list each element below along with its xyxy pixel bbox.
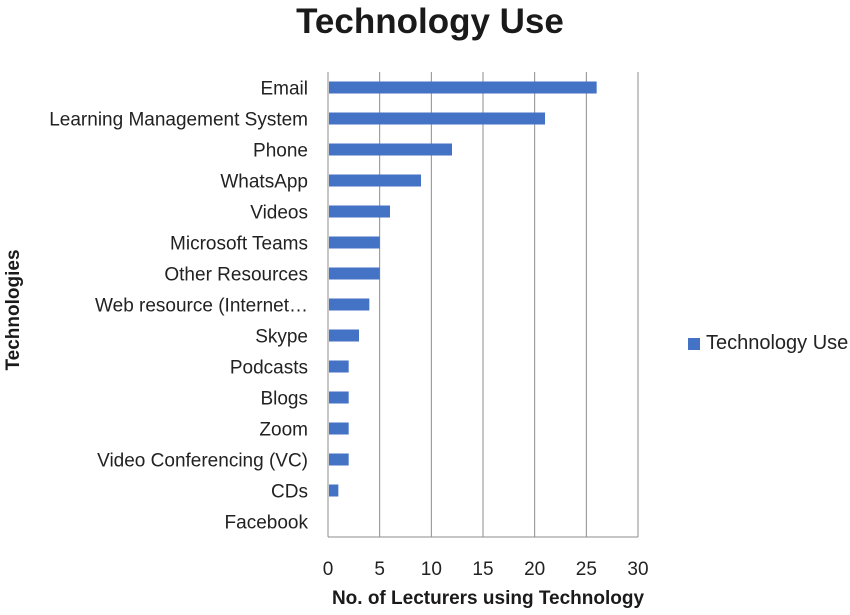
x-tick-label: 25 bbox=[576, 559, 597, 580]
legend: Technology Use bbox=[688, 332, 848, 355]
bar bbox=[329, 360, 349, 373]
category-label: CDs bbox=[271, 482, 308, 503]
bar bbox=[329, 422, 349, 435]
x-tick-label: 5 bbox=[374, 559, 385, 580]
bar bbox=[329, 298, 370, 311]
bar bbox=[329, 267, 380, 280]
legend-swatch bbox=[688, 337, 700, 350]
category-label: Blogs bbox=[260, 389, 308, 410]
category-label: Skype bbox=[255, 327, 308, 348]
category-label: Web resource (Internet… bbox=[95, 296, 308, 317]
legend-label: Technology Use bbox=[706, 332, 849, 354]
category-label: Microsoft Teams bbox=[170, 234, 308, 255]
bar bbox=[329, 205, 390, 218]
bar bbox=[329, 143, 452, 156]
category-label: Video Conferencing (VC) bbox=[97, 451, 308, 472]
bar bbox=[329, 236, 380, 249]
category-label: Podcasts bbox=[230, 358, 308, 379]
x-tick-label: 20 bbox=[524, 559, 545, 580]
category-label: Zoom bbox=[259, 420, 308, 441]
bar bbox=[329, 391, 349, 404]
category-label: Learning Management System bbox=[49, 110, 308, 131]
x-tick-label: 0 bbox=[323, 559, 334, 580]
bar bbox=[329, 81, 597, 94]
bar bbox=[329, 453, 349, 466]
bar bbox=[329, 112, 545, 125]
bar bbox=[329, 484, 339, 497]
x-tick-label: 10 bbox=[421, 559, 442, 580]
category-label: Email bbox=[260, 79, 308, 100]
category-label: Phone bbox=[253, 141, 308, 162]
x-tick-label: 30 bbox=[627, 559, 648, 580]
bar bbox=[329, 329, 359, 342]
bar bbox=[329, 174, 421, 187]
chart-title: Technology Use bbox=[296, 2, 564, 41]
category-label: Videos bbox=[250, 203, 308, 224]
x-tick-label: 15 bbox=[472, 559, 493, 580]
category-label: WhatsApp bbox=[220, 172, 308, 193]
category-label: Facebook bbox=[225, 513, 309, 534]
x-axis-title: No. of Lecturers using Technology bbox=[331, 588, 645, 609]
category-label: Other Resources bbox=[164, 265, 308, 286]
